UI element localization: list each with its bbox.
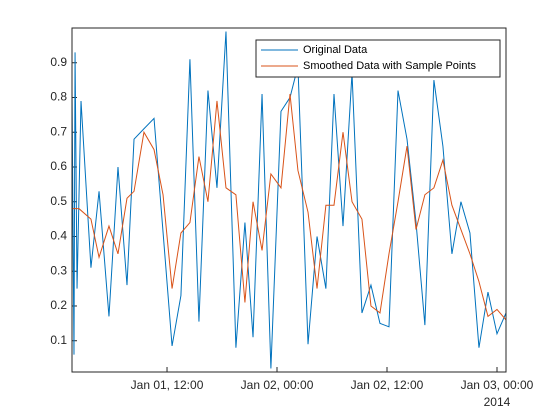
legend-label: Smoothed Data with Sample Points bbox=[303, 60, 477, 72]
y-tick-label: 0.3 bbox=[50, 263, 67, 277]
x-tick-label: Jan 03, 00:00 bbox=[461, 378, 534, 392]
x-tick-label: Jan 01, 12:00 bbox=[131, 378, 204, 392]
y-tick-label: 0.6 bbox=[50, 159, 67, 173]
y-tick-label: 0.1 bbox=[50, 333, 67, 347]
y-tick-label: 0.9 bbox=[50, 55, 67, 69]
legend-label: Original Data bbox=[303, 44, 368, 56]
y-tick-label: 0.5 bbox=[50, 194, 67, 208]
plot-area bbox=[72, 28, 506, 372]
y-tick-label: 0.4 bbox=[50, 229, 67, 243]
x-secondary-label: 2014 bbox=[484, 395, 511, 409]
y-tick-label: 0.8 bbox=[50, 90, 67, 104]
y-tick-label: 0.2 bbox=[50, 298, 67, 312]
axes-box bbox=[71, 27, 507, 373]
x-tick-label: Jan 02, 00:00 bbox=[241, 378, 314, 392]
y-tick-label: 0.7 bbox=[50, 124, 67, 138]
legend-box bbox=[255, 39, 501, 78]
data-line bbox=[72, 31, 506, 369]
data-line bbox=[72, 93, 506, 321]
x-tick-label: Jan 02, 12:00 bbox=[351, 378, 424, 392]
